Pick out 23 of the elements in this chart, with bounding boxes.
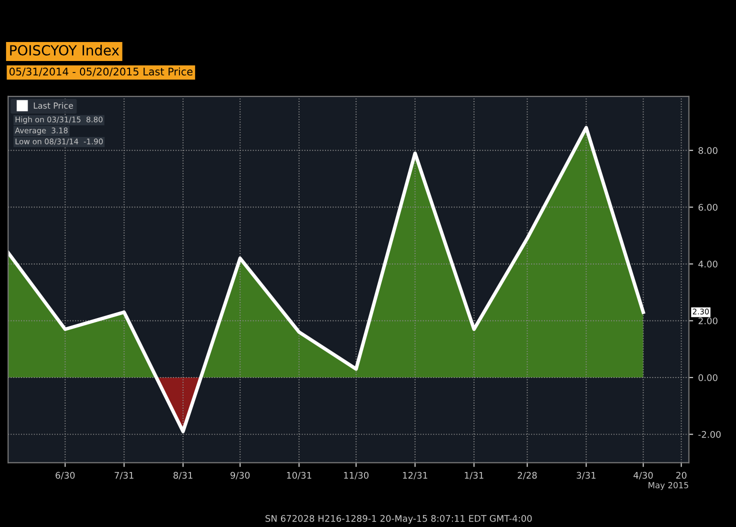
y-tick-label: 2.00 xyxy=(698,317,718,324)
chart-title: POISCYOY Index xyxy=(10,44,120,56)
x-tick-label: 11/30 xyxy=(344,472,369,480)
x-tick-label: 2/28 xyxy=(518,472,537,480)
y-tick-label: -2.00 xyxy=(698,431,721,438)
x-tick-label: 12/31 xyxy=(403,472,428,480)
chart-subtitle: 05/31/2014 - 05/20/2015 Last Price xyxy=(10,67,192,76)
x-tick-label: 3/31 xyxy=(576,472,596,480)
x-tick-label: 8/31 xyxy=(174,472,192,480)
x-tick-label: 6/30 xyxy=(56,472,75,480)
x-tick-label: 1/31 xyxy=(464,472,484,480)
y-tick-label: 0.00 xyxy=(698,374,718,382)
y-tick-label: 8.00 xyxy=(698,147,718,154)
y-tick-label: 6.00 xyxy=(698,204,718,211)
x-tick-label: 4/30 xyxy=(634,472,653,480)
text: SN 672028 H216-1289-1 20-May-15 8:07:11 EDT GMT-4:00 xyxy=(266,515,532,524)
x-tick-label: 10/31 xyxy=(287,472,312,480)
x-tick-label: 20 xyxy=(676,472,686,479)
x-tick-label: 9/30 xyxy=(230,472,250,480)
legend-label: Last Price xyxy=(34,102,73,109)
x-axis-title: May 2015 xyxy=(648,482,688,490)
y-tick-label: 4.00 xyxy=(698,260,718,268)
x-tick-label: 7/31 xyxy=(114,472,134,480)
